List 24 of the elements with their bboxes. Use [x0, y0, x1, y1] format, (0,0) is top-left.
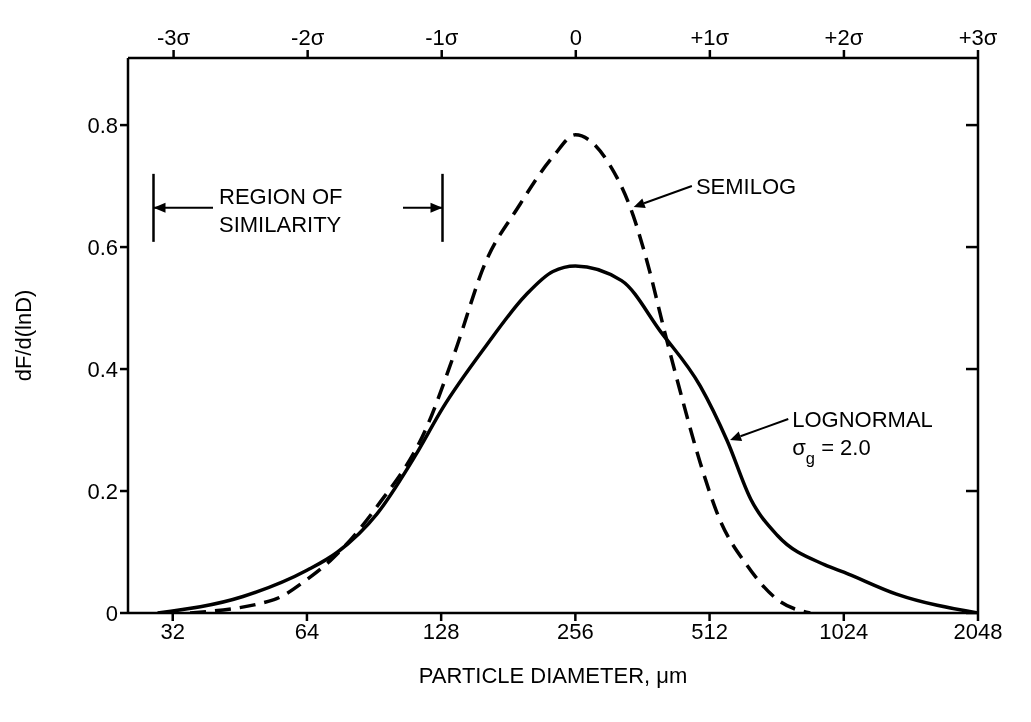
x-tick-label: 32 — [160, 618, 185, 644]
annotation: SEMILOG — [695, 174, 797, 200]
y-tick-label: 0 — [105, 600, 118, 626]
x-tick-label: 128 — [422, 618, 460, 644]
y-tick-label: 0.6 — [87, 234, 118, 260]
x-tick-label: 2048 — [953, 618, 1003, 644]
x2-tick-label: -3σ — [157, 25, 191, 50]
x2-tick-label: 0 — [569, 25, 582, 50]
x-axis-title: PARTICLE DIAMETER, μm — [418, 663, 688, 688]
annotation: REGION OF SIMILARITY — [219, 183, 343, 237]
x-tick-label: 256 — [557, 618, 594, 644]
x2-tick-label: +3σ — [958, 25, 998, 50]
annotation: LOGNORMAL σ$_{g}$ = 2.0 — [792, 407, 933, 468]
x-tick-label: 512 — [691, 618, 728, 644]
x2-tick-label: -1σ — [425, 25, 459, 50]
y-axis-title: dF/d(lnD) — [10, 289, 36, 382]
y-tick-label: 0.2 — [87, 478, 118, 504]
y-tick-label: 0.4 — [87, 356, 118, 382]
x-tick-label: 1024 — [819, 618, 869, 644]
x2-tick-label: -2σ — [291, 25, 325, 50]
x2-tick-label: +2σ — [824, 25, 864, 50]
x2-tick-label: +1σ — [690, 25, 730, 50]
y-tick-label: 0.8 — [87, 112, 118, 138]
x-tick-label: 64 — [294, 618, 320, 644]
